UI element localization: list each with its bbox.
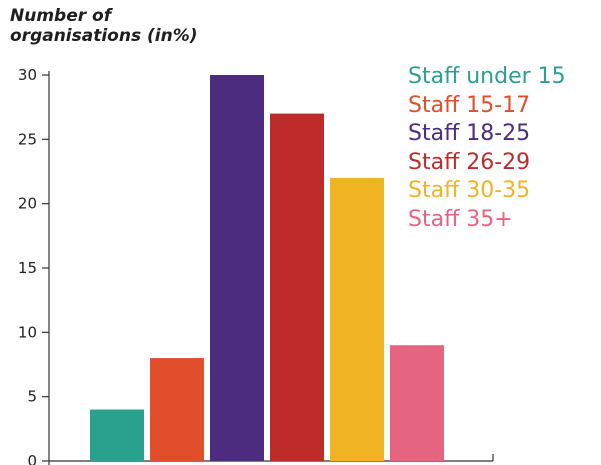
bar-5 — [330, 177, 384, 461]
bar-2 — [150, 358, 204, 461]
y-tick-label: 15 — [18, 259, 37, 277]
y-axis-title: Number of organisations (in%) — [10, 6, 198, 46]
bar-3 — [210, 75, 264, 461]
legend-item: Staff 18-25 — [408, 121, 531, 147]
legend-item: Staff 30-35 — [408, 178, 531, 204]
bar-1 — [90, 409, 144, 461]
legend: Staff under 15 Staff 15-17 Staff 18-25 Staf… — [408, 63, 566, 235]
y-tick-label: 20 — [18, 195, 37, 213]
bar-4 — [270, 113, 324, 461]
y-tick-label: 30 — [18, 66, 37, 84]
y-axis-title-line-2: organisations (in%) — [10, 26, 198, 46]
legend-item: Staff 15-17 — [408, 92, 531, 118]
y-axis-title-line-1: Number of — [10, 6, 112, 26]
legend-item: Staff 35+ — [408, 206, 513, 232]
bar-6 — [390, 345, 444, 461]
y-tick-label: 10 — [18, 323, 37, 341]
y-tick-label: 0 — [27, 452, 37, 465]
legend-item: Staff under 15 — [408, 64, 566, 89]
y-tick-label: 25 — [18, 130, 37, 148]
legend-item: Staff 26-29 — [408, 149, 531, 175]
y-tick-label: 5 — [27, 388, 37, 406]
